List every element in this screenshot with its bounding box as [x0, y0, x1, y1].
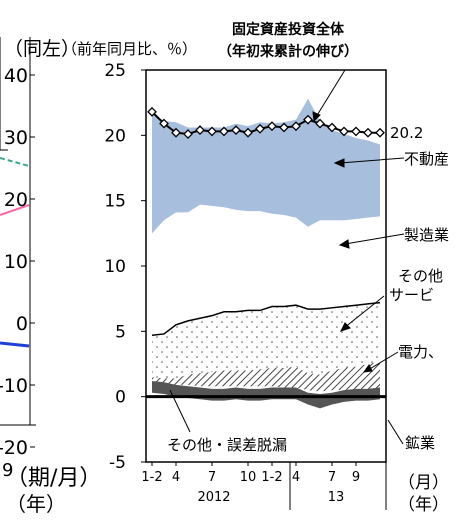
- total-marker: [231, 125, 241, 136]
- total-marker: [363, 127, 373, 138]
- annotation-other-services-2: サービ: [389, 286, 434, 304]
- y-tick-label: -5: [109, 453, 126, 473]
- left-y-tick-label: 0: [16, 313, 28, 335]
- x-axis-ticks: 1-2 4 7 10 1-2 4 7 9: [141, 462, 360, 485]
- left-series-pink: [0, 204, 30, 216]
- area-other-services: [152, 302, 380, 379]
- annotation-other-errors: その他・誤差脱漏: [167, 436, 287, 454]
- annotation-real-estate: 不動産: [404, 150, 449, 168]
- x-tick-label: 7: [328, 470, 336, 485]
- left-x-unit-year: （年）: [6, 492, 66, 516]
- x-tick-label: 1-2: [141, 470, 162, 485]
- total-label-line1: 固定資産投資全体: [232, 21, 345, 38]
- x-tick-label: 7: [208, 470, 216, 485]
- total-marker: [171, 127, 181, 138]
- y-axis-ticks: 25 20 15 10 5 0 -5: [104, 61, 146, 473]
- x-tick-label: 4: [292, 470, 300, 485]
- y-tick-label: 25: [104, 61, 126, 81]
- x-tick-label: 10: [240, 470, 257, 485]
- y-tick-label: 10: [104, 257, 126, 277]
- left-y-tick-label: 30: [4, 127, 28, 149]
- area-manufacturing: [152, 204, 380, 336]
- annotation-mining: 鉱業: [405, 434, 435, 452]
- total-marker: [183, 129, 193, 139]
- total-marker: [207, 126, 217, 137]
- total-markers: [147, 106, 385, 139]
- left-y-ticks: 40 30 20 10 0 -10 -20: [0, 65, 35, 459]
- left-chart: （同左） 40 30 20 10 0 -10 -20 9 （期/月） （年）: [0, 37, 101, 516]
- total-marker: [219, 126, 229, 137]
- area-electricity: [152, 361, 380, 392]
- x-unit-month: （月）: [398, 473, 449, 493]
- y-axis-unit-label: （前年同月比、％）: [62, 40, 197, 58]
- left-y-tick-label: 40: [4, 65, 28, 87]
- left-x-tick-partial: 9: [2, 460, 13, 481]
- left-unit-label: （同左）: [4, 38, 80, 60]
- total-marker: [315, 118, 325, 129]
- total-marker: [267, 121, 277, 132]
- annotation-manufacturing: 製造業: [404, 226, 449, 244]
- total-marker: [159, 118, 169, 129]
- y-tick-label: 0: [115, 388, 126, 408]
- left-y-tick-label: -20: [0, 437, 28, 459]
- total-marker: [147, 106, 157, 117]
- total-marker: [327, 122, 337, 133]
- total-marker: [195, 125, 205, 136]
- left-y-tick-label: 10: [4, 251, 28, 273]
- left-series-teal-dashed: [0, 157, 30, 167]
- plot-area: [151, 98, 381, 409]
- total-marker: [243, 127, 253, 138]
- left-series-blue: [0, 341, 30, 348]
- x-unit-year: （年）: [398, 495, 449, 515]
- y-tick-label: 15: [104, 192, 126, 212]
- total-marker: [279, 122, 289, 133]
- total-marker: [291, 121, 301, 132]
- y-tick-label: 5: [115, 322, 126, 342]
- total-marker: [303, 114, 313, 125]
- total-label-line2: （年初来累計の伸び）: [218, 43, 358, 60]
- y-tick-label: 20: [104, 126, 126, 146]
- left-x-unit-label: （期/月）: [6, 466, 101, 491]
- left-y-tick-label: 20: [4, 189, 28, 211]
- annotation-20-2: 20.2: [390, 124, 423, 142]
- x-tick-label: 1-2: [261, 470, 282, 485]
- x-tick-label: 9: [352, 470, 360, 485]
- annotation-other-services-1: その他: [398, 267, 443, 285]
- x-tick-label: 4: [172, 470, 180, 485]
- total-marker: [255, 123, 265, 134]
- total-marker: [351, 126, 361, 137]
- area-other-errors: [152, 380, 380, 409]
- leader-lines: [169, 69, 405, 445]
- total-marker: [339, 126, 349, 137]
- total-marker: [375, 127, 385, 138]
- annotation-electricity: 電力、: [398, 343, 443, 361]
- x-year-2012: 2012: [197, 490, 230, 505]
- left-y-tick-label: -10: [0, 375, 28, 397]
- x-year-13: 13: [328, 490, 345, 505]
- services-boundary-line: [151, 301, 381, 336]
